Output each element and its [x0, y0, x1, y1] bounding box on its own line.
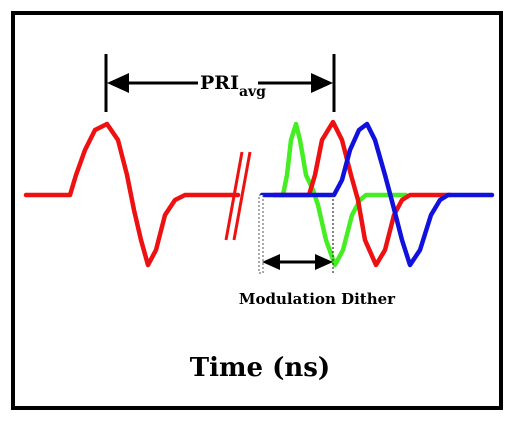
dither-measurement: Modulation Dither: [239, 194, 396, 308]
dither-arrowhead-right: [315, 254, 333, 270]
axis-break-marks: [224, 151, 252, 241]
pulse-trace-reference: [23, 121, 241, 268]
axis-break-line-2: [232, 151, 252, 241]
time-axis-label: Time (ns): [190, 353, 330, 383]
pri-arrowhead-left: [107, 73, 129, 93]
pri-label-main: PRI: [200, 72, 239, 94]
pri-label: PRIavg: [200, 72, 266, 100]
pri-arrowhead-right: [311, 73, 333, 93]
axis-break-line-1: [224, 151, 244, 241]
pri-label-subscript: avg: [239, 84, 266, 100]
pri-measurement: PRIavg: [104, 54, 336, 112]
dither-left-guide: [258, 194, 264, 274]
figure-frame: [11, 11, 503, 410]
dither-label: Modulation Dither: [239, 290, 396, 308]
pulse-trace-late: [259, 121, 495, 268]
dither-arrowhead-left: [262, 254, 280, 270]
pulse-trace-nominal: [271, 119, 453, 268]
waveform-traces: [23, 119, 495, 268]
